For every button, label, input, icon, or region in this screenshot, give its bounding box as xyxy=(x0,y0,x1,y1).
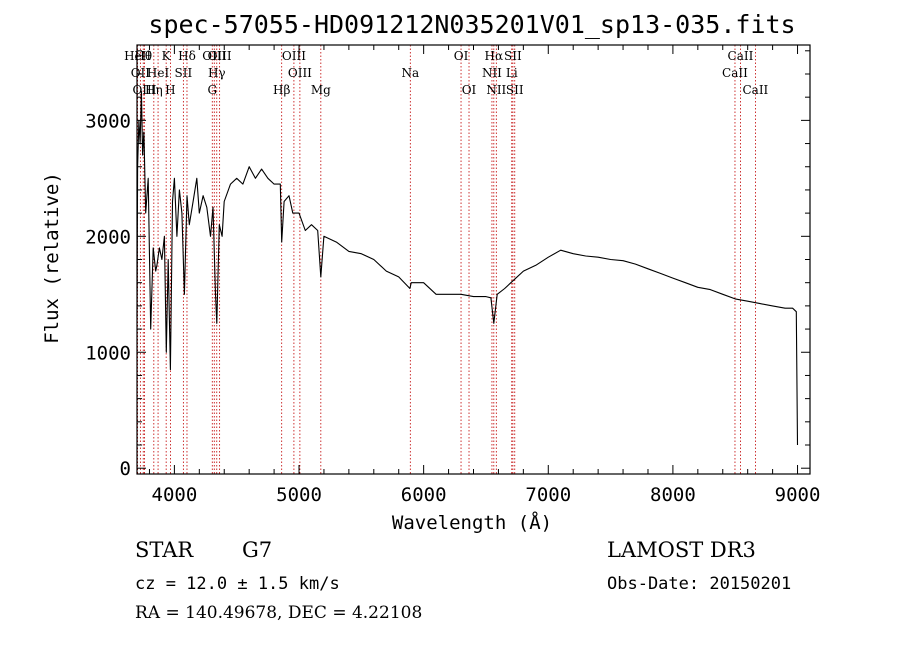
y-tick-label: 2000 xyxy=(85,226,131,248)
line-markers xyxy=(137,45,756,474)
axes: 4000 5000 6000 7000 8000 9000 0 1000 2000 3000 xyxy=(85,44,821,506)
line-label: OIII xyxy=(132,83,156,97)
line-label: Hη xyxy=(145,83,163,97)
line-label: Hδ xyxy=(178,49,196,63)
line-label: CaII xyxy=(722,66,748,80)
line-label: Mg xyxy=(311,83,331,97)
line-label: OIII xyxy=(202,49,226,63)
line-label: Li xyxy=(506,66,518,80)
line-label: OI xyxy=(462,83,477,97)
line-label: HeII xyxy=(124,49,151,63)
line-label: CaII xyxy=(742,83,768,97)
line-label: H xyxy=(165,83,175,97)
series-layer xyxy=(136,90,799,446)
x-tick-label: 6000 xyxy=(401,484,447,506)
object-subclass: G7 xyxy=(242,538,273,562)
y-tick-label: 3000 xyxy=(85,110,131,132)
line-label: SII xyxy=(506,83,524,97)
line-label: SII xyxy=(504,49,522,63)
line-label: Hγ xyxy=(208,66,226,80)
coordinates: RA = 140.49678, DEC = 4.22108 xyxy=(135,603,423,623)
x-tick-label: 9000 xyxy=(775,484,821,506)
line-label: OIII xyxy=(288,66,312,80)
x-tick-label: 4000 xyxy=(152,484,198,506)
y-tick-label: 1000 xyxy=(85,342,131,364)
line-label: SII xyxy=(175,66,193,80)
series-line-spectrum xyxy=(136,90,799,446)
x-tick-label: 5000 xyxy=(276,484,322,506)
line-labels: HeIIOIIHθOIIIHηHeIKHSIIHδGOIIIHγOIIIHβOI… xyxy=(124,49,768,97)
line-label: Na xyxy=(401,66,419,80)
line-label: NII xyxy=(482,66,502,80)
x-tick-label: 8000 xyxy=(650,484,696,506)
redshift-cz: cz = 12.0 ± 1.5 km/s xyxy=(135,574,340,594)
chart-title: spec-57055-HD091212N035201V01_sp13-035.f… xyxy=(148,10,795,39)
plot-frame xyxy=(136,44,811,475)
line-label: OIII xyxy=(208,49,232,63)
line-label: Hα xyxy=(485,49,504,63)
line-label: Hθ xyxy=(134,49,152,63)
object-class: STAR xyxy=(135,538,194,562)
line-label: OI xyxy=(454,49,469,63)
line-label: CaII xyxy=(728,49,754,63)
line-label: HeI xyxy=(147,66,170,80)
y-tick-label: 0 xyxy=(120,458,131,480)
line-label: OIII xyxy=(282,49,306,63)
x-axis-label: Wavelength (Å) xyxy=(392,511,552,534)
line-label: G xyxy=(207,83,217,97)
x-tick-label: 7000 xyxy=(525,484,571,506)
line-label: Hβ xyxy=(273,83,290,97)
survey-name: LAMOST DR3 xyxy=(607,538,756,562)
line-label: NII xyxy=(486,83,506,97)
y-axis-label: Flux (relative) xyxy=(41,172,63,344)
line-label: OII xyxy=(131,66,151,80)
line-label: K xyxy=(162,49,172,63)
obs-date: Obs-Date: 20150201 xyxy=(607,574,792,594)
